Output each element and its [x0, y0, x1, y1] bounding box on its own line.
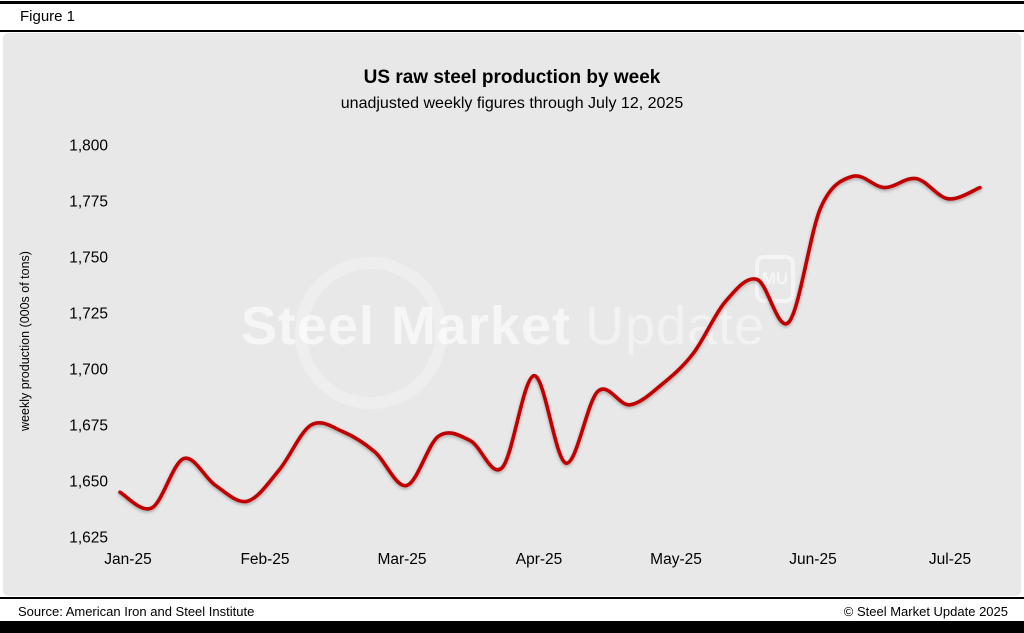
x-tick-label: Feb-25 — [240, 551, 289, 568]
footer-rule — [0, 597, 1024, 599]
line-chart: 1,800 1,775 1,750 1,725 1,700 1,675 1,650 1,625… — [18, 138, 982, 568]
y-tick-label: 1,625 — [69, 530, 108, 547]
x-tick-label: Mar-25 — [377, 551, 426, 568]
y-tick-label: 1,800 — [69, 138, 108, 155]
y-tick-label: 1,750 — [69, 250, 108, 267]
copyright-notice: © Steel Market Update 2025 — [843, 604, 1008, 619]
y-tick-label: 1,725 — [69, 306, 108, 323]
y-tick-label: 1,675 — [69, 418, 108, 435]
x-tick-label: Jul-25 — [929, 551, 971, 568]
bottom-bar — [0, 621, 1024, 633]
y-tick-label: 1,650 — [69, 474, 108, 491]
top-rule — [0, 1, 1024, 4]
x-tick-label: May-25 — [650, 551, 702, 568]
chart-panel: MU Steel Market Update US raw steel produ… — [3, 33, 1021, 596]
y-axis-title: weekly production (000s of tons) — [18, 251, 32, 432]
y-tick-label: 1,700 — [69, 362, 108, 379]
x-axis-tick-labels: Jan-25 Feb-25 Mar-25 Apr-25 May-25 Jun-25 Jul-… — [104, 551, 971, 568]
chart-subtitle: unadjusted weekly figures through July 1… — [340, 95, 684, 112]
y-tick-label: 1,775 — [69, 194, 108, 211]
production-line-series — [118, 174, 982, 511]
x-tick-label: Jun-25 — [789, 551, 836, 568]
x-tick-label: Jan-25 — [104, 551, 151, 568]
y-axis-tick-labels: 1,800 1,775 1,750 1,725 1,700 1,675 1,650 1,625 — [69, 138, 108, 547]
x-tick-label: Apr-25 — [516, 551, 563, 568]
source-attribution: Source: American Iron and Steel Institut… — [18, 604, 255, 619]
header-rule — [0, 30, 1024, 32]
chart-title: US raw steel production by week — [363, 67, 661, 88]
figure-label: Figure 1 — [20, 8, 76, 25]
